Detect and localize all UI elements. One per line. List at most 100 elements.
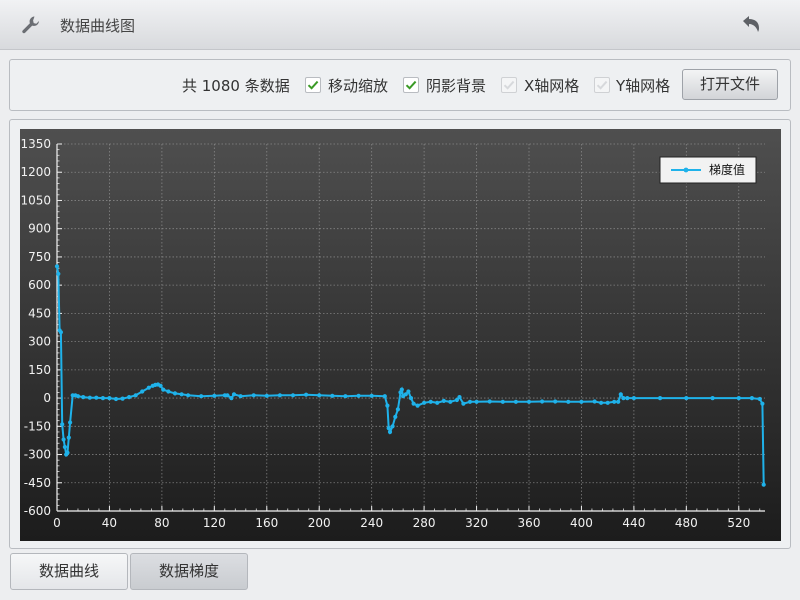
data-point (757, 396, 762, 402)
data-point (133, 393, 138, 398)
data-point (356, 393, 361, 398)
data-point (199, 394, 204, 399)
y-tick-label: 1350 (20, 137, 51, 151)
data-point (225, 393, 230, 398)
y-tick-label: 600 (28, 278, 51, 292)
data-point (290, 393, 296, 398)
check-icon (307, 80, 319, 90)
y-tick-label: 900 (28, 222, 51, 236)
title-bar: 数据曲线图 (0, 0, 800, 50)
x-tick-label: 520 (727, 516, 750, 530)
chart-grid (56, 143, 765, 512)
y-tick-label: 750 (28, 250, 51, 264)
back-arrow-icon[interactable] (740, 13, 762, 35)
x-axis: 0 40 80 120 160 200 240 280 320 360 400 440 480 520 (53, 506, 765, 530)
data-point (616, 399, 621, 404)
data-point (579, 399, 584, 404)
y-tick-label: -150 (24, 419, 51, 433)
x-tick-label: 360 (518, 516, 541, 530)
data-point (526, 399, 532, 404)
data-point (415, 403, 420, 408)
y-tick-label: 0 (43, 391, 51, 405)
data-point (238, 394, 243, 399)
data-point (186, 393, 191, 398)
y-tick-label: 1200 (20, 165, 51, 179)
data-point (658, 396, 663, 401)
data-point (56, 271, 61, 276)
x-tick-label: 80 (154, 516, 169, 530)
data-point (760, 401, 765, 406)
data-point (161, 387, 166, 392)
data-point (387, 429, 393, 435)
data-point (140, 389, 145, 394)
open-file-button[interactable]: 打开文件 (682, 69, 778, 100)
data-point (94, 395, 99, 400)
x-tick-label: 480 (675, 516, 698, 530)
data-point (113, 396, 119, 402)
data-point (385, 403, 390, 408)
data-point (369, 393, 374, 398)
data-point (120, 396, 125, 401)
data-point (264, 393, 269, 398)
data-point (60, 422, 65, 427)
data-point (454, 397, 459, 403)
data-point (403, 392, 408, 397)
data-point (406, 389, 411, 394)
data-point (66, 435, 71, 440)
y-tick-label: -600 (24, 504, 51, 518)
data-point (75, 394, 81, 399)
x-tick-label: 440 (622, 516, 645, 530)
legend-marker (683, 167, 689, 173)
data-point (390, 424, 395, 429)
data-point (513, 399, 518, 404)
data-point (448, 399, 453, 404)
data-point (435, 400, 440, 405)
tab-data-curve[interactable]: 数据曲线 (10, 553, 128, 590)
data-point (179, 392, 184, 397)
data-point (457, 395, 462, 400)
x-tick-label: 280 (413, 516, 436, 530)
data-point (172, 391, 178, 396)
data-point (54, 264, 60, 269)
series-gradient (54, 264, 766, 487)
data-point (65, 450, 70, 455)
checkbox-pan-zoom-label[interactable]: 移动缩放 (328, 77, 389, 95)
data-point (618, 392, 623, 397)
checkbox-x-grid-label[interactable]: X轴网格 (524, 77, 580, 95)
data-point (317, 393, 322, 398)
data-point (605, 400, 610, 405)
data-point (58, 330, 64, 335)
data-point (395, 407, 400, 412)
check-icon (596, 80, 608, 90)
y-axis: 1350 1200 1050 900 750 600 450 300 150 0 -150 -300 -… (20, 137, 62, 518)
checkbox-x-grid[interactable] (501, 77, 517, 93)
checkbox-shadow-bg-label[interactable]: 阴影背景 (426, 77, 487, 95)
checkbox-pan-zoom[interactable] (305, 77, 321, 93)
y-tick-label: 1050 (20, 193, 51, 207)
data-point (146, 385, 151, 390)
chart-legend: 梯度值 (659, 156, 757, 184)
data-point (408, 396, 414, 401)
legend-label: 梯度值 (709, 162, 745, 177)
data-point (500, 399, 505, 404)
data-point (62, 444, 67, 450)
x-tick-label: 320 (465, 516, 488, 530)
data-point (87, 395, 92, 400)
data-point (61, 437, 66, 442)
y-tick-label: 450 (28, 306, 51, 320)
data-point (386, 426, 391, 431)
data-point (382, 394, 387, 399)
data-point (684, 396, 689, 401)
x-tick-label: 0 (53, 516, 61, 530)
tab-data-gradient[interactable]: 数据梯度 (130, 553, 248, 590)
data-point (422, 400, 427, 405)
data-point (487, 399, 492, 404)
x-tick-label: 400 (570, 516, 593, 530)
checkbox-shadow-bg[interactable] (403, 77, 419, 93)
y-tick-label: 300 (28, 335, 51, 349)
toolbar-panel: 共 1080 条数据 移动缩放 阴影背景 X轴网格 Y轴网格 打开文件 (9, 59, 791, 111)
checkbox-y-grid-label[interactable]: Y轴网格 (616, 77, 671, 95)
data-point (277, 393, 282, 398)
checkbox-y-grid[interactable] (594, 77, 610, 93)
gradient-chart[interactable]: 1350120010509007506004503001500-150-300-… (20, 129, 781, 541)
